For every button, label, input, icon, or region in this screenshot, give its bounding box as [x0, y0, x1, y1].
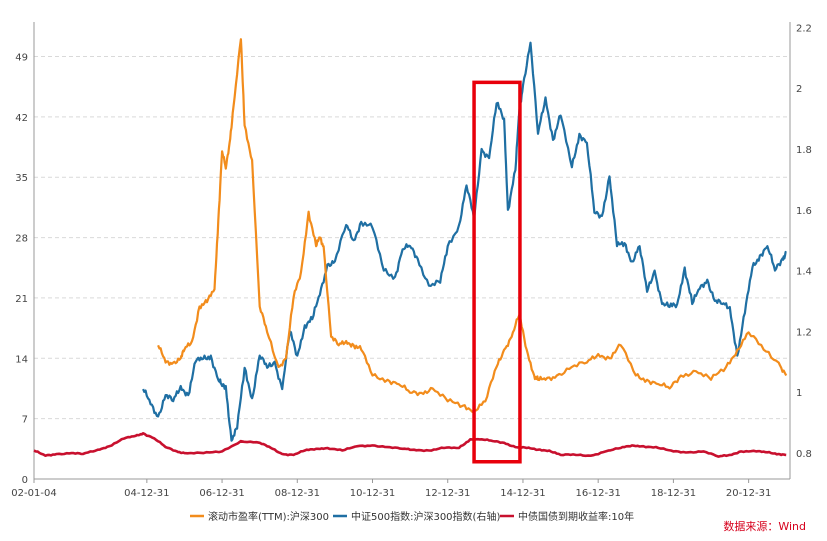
- right-tick-label: 1.8: [796, 145, 812, 156]
- axes: [33, 22, 791, 480]
- x-axis-ticks: 02-01-04 04-12-31 06-12-31 08-12-31 10-12-31…: [11, 479, 771, 499]
- left-tick-label: 42: [15, 113, 28, 124]
- x-tick-label: 06-12-31: [199, 488, 244, 499]
- source-note: 数据来源：Wind: [723, 519, 806, 533]
- left-tick-label: 21: [15, 294, 28, 305]
- left-tick-label: 0: [22, 475, 28, 486]
- left-tick-label: 35: [15, 173, 28, 184]
- x-tick-label: 02-01-04: [11, 488, 56, 499]
- x-tick-label: 04-12-31: [124, 488, 169, 499]
- highlight-rectangle: [472, 80, 522, 464]
- right-tick-label: 1.6: [796, 206, 812, 217]
- series-line-1: [157, 38, 788, 413]
- series-lines: [33, 38, 788, 458]
- x-tick-label: 08-12-31: [275, 488, 320, 499]
- x-tick-label: 14-12-31: [500, 488, 545, 499]
- legend: 滚动市盈率(TTM):沪深300 中证500指数:沪深300指数(右轴) 中债国债到…: [190, 510, 634, 523]
- right-y-axis-ticks: 0.8 1 1.2 1.4 1.6 1.8 2 2.2: [796, 23, 812, 459]
- legend-label-3: 中债国债到期收益率:10年: [518, 510, 634, 523]
- right-tick-label: 0.8: [796, 449, 812, 460]
- series-line-2: [142, 41, 787, 442]
- left-tick-label: 7: [22, 415, 28, 426]
- x-tick-label: 18-12-31: [651, 488, 696, 499]
- right-tick-label: 2.2: [796, 23, 812, 34]
- x-tick-label: 20-12-31: [726, 488, 771, 499]
- legend-label-2: 中证500指数:沪深300指数(右轴): [351, 510, 500, 523]
- right-tick-label: 1.2: [796, 327, 812, 338]
- left-tick-label: 49: [15, 52, 28, 63]
- x-tick-label: 12-12-31: [425, 488, 470, 499]
- series-line-3: [33, 432, 787, 458]
- x-tick-label: 10-12-31: [350, 488, 395, 499]
- x-tick-label: 16-12-31: [575, 488, 620, 499]
- legend-label-1: 滚动市盈率(TTM):沪深300: [208, 510, 329, 523]
- right-tick-label: 1: [796, 388, 802, 399]
- right-tick-label: 1.4: [796, 267, 812, 278]
- left-tick-label: 14: [15, 354, 28, 365]
- left-y-axis-ticks: 0 7 14 21 28 35 42 49: [15, 52, 28, 486]
- right-tick-label: 2: [796, 84, 802, 95]
- grid-lines: [34, 55, 790, 420]
- left-tick-label: 28: [15, 234, 28, 245]
- highlight-box: [472, 80, 522, 464]
